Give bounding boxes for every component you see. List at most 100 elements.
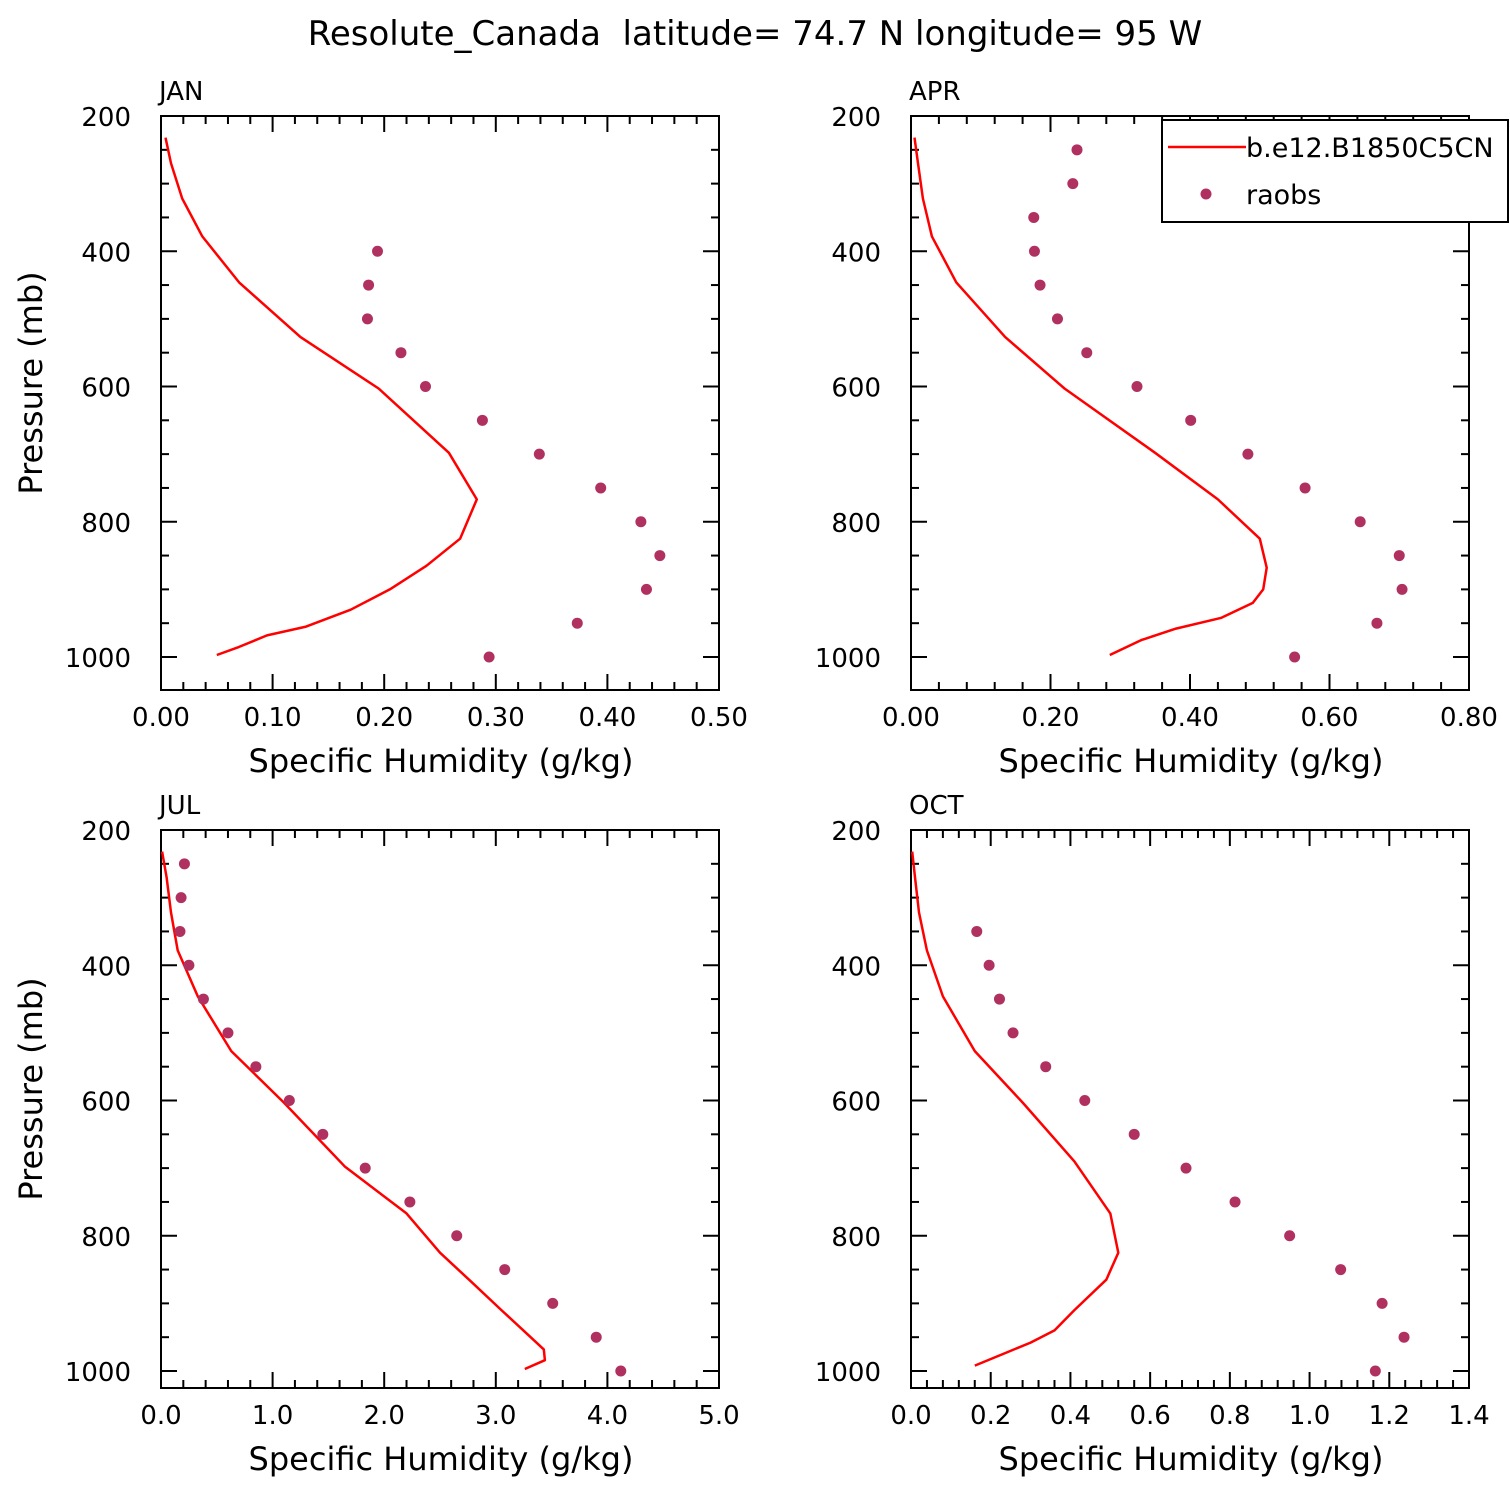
- x-tick-label: 0.20: [355, 703, 413, 733]
- obs-point: [1371, 617, 1383, 629]
- y-tick-label: 1000: [815, 644, 881, 674]
- x-tick-label: 3.0: [475, 1401, 516, 1431]
- x-tick-label: 5.0: [698, 1401, 739, 1431]
- obs-point: [483, 651, 495, 663]
- obs-point: [1067, 178, 1079, 190]
- obs-point: [590, 1331, 602, 1343]
- obs-point: [1354, 516, 1366, 528]
- panel-label-oct: OCT: [909, 791, 964, 821]
- y-tick-label: 400: [81, 238, 131, 268]
- obs-point: [1229, 1196, 1241, 1208]
- x-tick-label: 1.2: [1369, 1401, 1410, 1431]
- y-tick-label: 800: [81, 1223, 131, 1253]
- obs-point: [1081, 347, 1093, 359]
- y-tick-label: 800: [831, 509, 881, 539]
- panel-oct: 200 400 600 800 1000 0.0 0.2 0.4 0.6 0.8 1.0 1.2 1.4…: [815, 791, 1490, 1478]
- y-tick-label: 400: [831, 238, 881, 268]
- legend-box: [1161, 119, 1509, 223]
- obs-point: [1131, 381, 1143, 392]
- obs-point: [476, 414, 488, 426]
- y-tick-label: 1000: [65, 1358, 131, 1388]
- legend-obs-marker: [1200, 188, 1212, 200]
- x-tick-label: 0.50: [690, 703, 748, 733]
- plot-frame-jul: [160, 829, 720, 1389]
- obs-point: [547, 1297, 559, 1309]
- model-line-oct: [910, 851, 1120, 1367]
- obs-point: [1335, 1264, 1347, 1276]
- obs-point: [1185, 414, 1197, 426]
- obs-point: [1180, 1162, 1192, 1174]
- plot-frame-oct: [910, 829, 1470, 1389]
- obs-point: [971, 925, 983, 937]
- obs-point: [1051, 313, 1063, 325]
- obs-point: [1128, 1128, 1140, 1140]
- obs-point: [395, 347, 407, 359]
- x-tick-label: 0.4: [1050, 1401, 1091, 1431]
- obs-point: [372, 245, 384, 257]
- obs-point: [451, 1230, 463, 1242]
- y-tick-label: 200: [831, 103, 881, 133]
- panel-label-apr: APR: [909, 77, 961, 107]
- y-tick-label: 400: [81, 952, 131, 982]
- x-tick-label: 2.0: [364, 1401, 405, 1431]
- y-tick-label: 800: [831, 1223, 881, 1253]
- plot-frame-jan: [160, 115, 720, 691]
- obs-point: [404, 1196, 416, 1208]
- y-tick-label: 200: [81, 103, 131, 133]
- obs-point: [1398, 1331, 1410, 1343]
- obs-point: [283, 1095, 295, 1106]
- obs-point: [983, 959, 995, 971]
- obs-point: [499, 1264, 511, 1276]
- obs-point: [654, 550, 666, 562]
- panel-label-jan: JAN: [157, 77, 203, 107]
- obs-point: [1393, 550, 1405, 562]
- legend-obs-label: raobs: [1246, 180, 1321, 211]
- obs-point: [419, 381, 431, 392]
- obs-point: [222, 1027, 234, 1039]
- model-line-jan: [164, 137, 479, 657]
- y-axis-label: Pressure (mb): [12, 977, 50, 1200]
- obs-point: [533, 448, 545, 460]
- x-tick-label: 0.80: [1440, 703, 1498, 733]
- x-tick-label: 0.30: [467, 703, 525, 733]
- y-tick-label: 1000: [815, 1358, 881, 1388]
- obs-point: [1028, 211, 1040, 223]
- obs-point: [174, 925, 186, 937]
- y-tick-label: 600: [831, 1088, 881, 1118]
- x-tick-label: 0.60: [1301, 703, 1359, 733]
- obs-point: [175, 892, 187, 904]
- obs-point: [1369, 1365, 1381, 1377]
- obs-point: [1284, 1230, 1296, 1242]
- x-tick-label: 1.4: [1448, 1401, 1489, 1431]
- obs-point: [1376, 1297, 1388, 1309]
- obs-point: [1034, 279, 1046, 291]
- obs-point: [1396, 583, 1408, 595]
- x-tick-label: 0.0: [890, 1401, 931, 1431]
- obs-point: [1242, 448, 1254, 460]
- obs-point: [1040, 1061, 1052, 1073]
- obs-point: [1071, 144, 1083, 156]
- obs-point: [1079, 1095, 1091, 1106]
- panel-label-jul: JUL: [157, 791, 201, 821]
- obs-point: [571, 617, 583, 629]
- obs-point: [1299, 482, 1311, 494]
- obs-point: [317, 1128, 329, 1140]
- model-line-jul: [160, 851, 547, 1371]
- x-axis-label: Specific Humidity (g/kg): [999, 1440, 1384, 1478]
- obs-point: [1007, 1027, 1019, 1039]
- x-tick-label: 0.00: [882, 703, 940, 733]
- y-tick-label: 600: [81, 374, 131, 404]
- obs-point: [1289, 651, 1301, 663]
- y-tick-label: 600: [81, 1088, 131, 1118]
- legend-model-label: b.e12.B1850C5CN: [1246, 133, 1494, 164]
- x-tick-label: 1.0: [1289, 1401, 1330, 1431]
- x-axis-label: Specific Humidity (g/kg): [999, 742, 1384, 780]
- x-tick-label: 0.2: [970, 1401, 1011, 1431]
- figure-title: Resolute_Canada latitude= 74.7 N longitu…: [308, 14, 1202, 54]
- x-tick-label: 4.0: [587, 1401, 628, 1431]
- x-tick-label: 0.0: [140, 1401, 181, 1431]
